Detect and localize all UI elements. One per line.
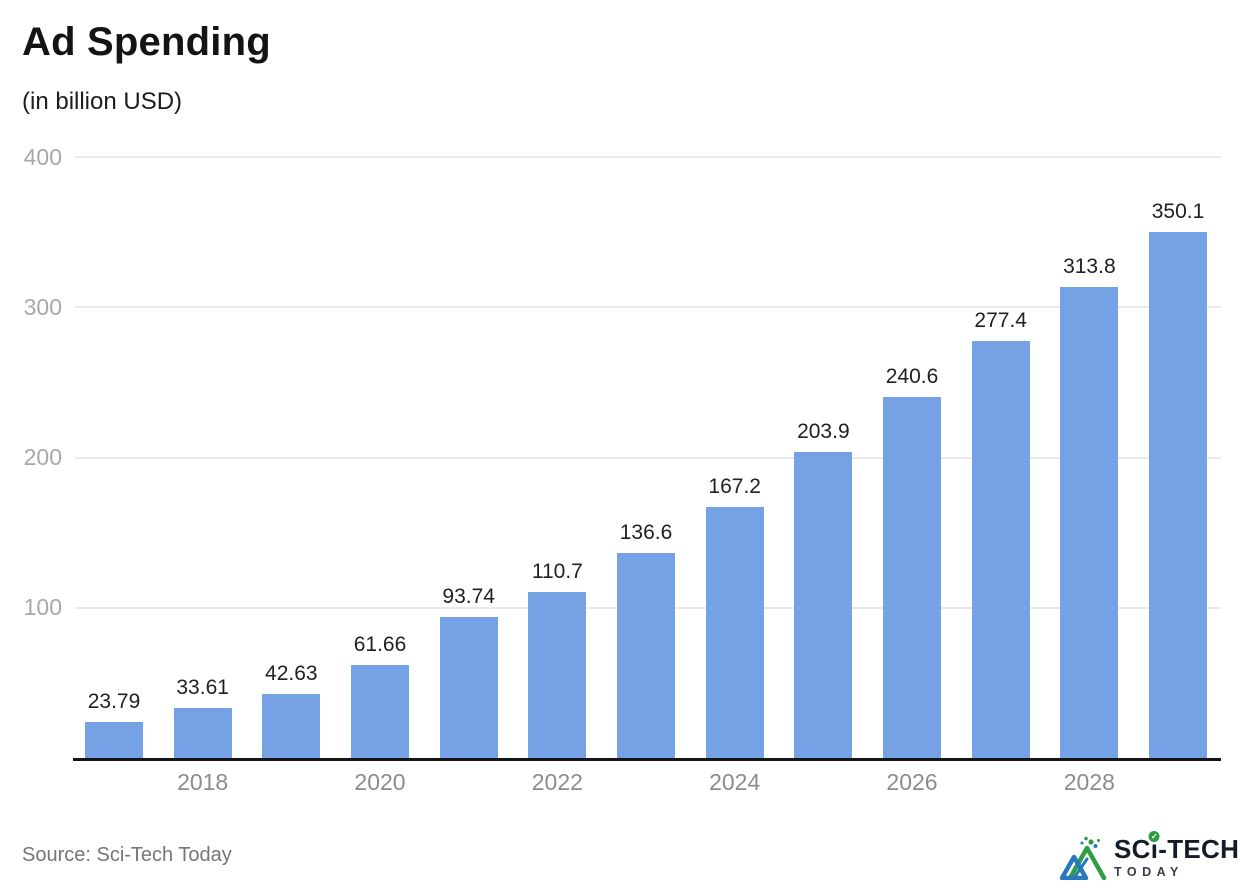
logo-brand-i: i bbox=[1150, 834, 1159, 864]
chart-title: Ad Spending bbox=[22, 20, 271, 64]
mountain-chart-icon bbox=[1060, 836, 1107, 880]
bar-value-label-2024: 167.2 bbox=[708, 474, 761, 498]
logo-tagline: TODAY bbox=[1114, 865, 1184, 879]
y-axis-tick-label-200: 200 bbox=[23, 444, 62, 470]
x-axis-tick-label-2022: 2022 bbox=[531, 769, 583, 795]
bar-value-label-2022: 110.7 bbox=[531, 559, 583, 583]
gridline-200 bbox=[75, 456, 1221, 459]
bar-2019 bbox=[262, 693, 321, 758]
bar-2024 bbox=[705, 506, 764, 758]
chart-subtitle: (in billion USD) bbox=[22, 88, 183, 115]
bar-value-label-2017: 23.79 bbox=[87, 690, 141, 714]
bar-2020 bbox=[351, 665, 409, 758]
bar-2018 bbox=[173, 707, 232, 758]
x-axis-tick-label-2020: 2020 bbox=[354, 769, 406, 795]
bar-2021 bbox=[439, 617, 498, 758]
plot-area: 100 200 300 400 23.79 33.61 42.63 61.66 93.74 110… bbox=[24, 144, 1221, 795]
bar-value-label-2019: 42.63 bbox=[265, 661, 318, 685]
bar-value-label-2021: 93.74 bbox=[442, 585, 495, 609]
bar-2022 bbox=[528, 591, 587, 758]
bar-value-label-2020: 61.66 bbox=[353, 633, 407, 657]
y-axis-tick-label-400: 400 bbox=[23, 143, 62, 170]
logo-brand-prefix: SC bbox=[1114, 834, 1151, 864]
bar-2023 bbox=[617, 552, 676, 758]
bar-2017 bbox=[85, 722, 143, 758]
logo-brand-name: SCi ✓ -TECH bbox=[1114, 831, 1240, 864]
y-axis-tick-label-100: 100 bbox=[23, 594, 62, 621]
source-text: Source: Sci-Tech Today bbox=[22, 844, 232, 866]
bar-value-label-2018: 33.61 bbox=[176, 675, 229, 699]
bar-value-label-2026: 240.6 bbox=[885, 364, 939, 388]
x-axis-tick-label-2024: 2024 bbox=[709, 769, 761, 795]
y-axis-tick-label-300: 300 bbox=[23, 293, 62, 320]
gridline-400 bbox=[75, 156, 1221, 158]
bar-2029 bbox=[1149, 231, 1208, 758]
bar-2028 bbox=[1060, 286, 1119, 758]
bar-2027 bbox=[971, 341, 1030, 758]
bar-2026 bbox=[883, 396, 942, 758]
gridline-300 bbox=[75, 306, 1221, 309]
scitech-logo: SCi ✓ -TECH TODAY bbox=[1060, 831, 1240, 880]
x-axis-tick-label-2018: 2018 bbox=[177, 769, 229, 795]
bar-value-label-2025: 203.9 bbox=[797, 419, 850, 443]
bar-value-label-2028: 313.8 bbox=[1063, 254, 1116, 278]
check-icon: ✓ bbox=[1148, 831, 1160, 842]
bar-value-label-2029: 350.1 bbox=[1151, 199, 1205, 223]
logo-brand-suffix: -TECH bbox=[1158, 834, 1240, 864]
x-axis-tick-label-2026: 2026 bbox=[886, 769, 938, 795]
bar-2025 bbox=[794, 451, 853, 758]
x-axis-tick-label-2028: 2028 bbox=[1063, 769, 1115, 795]
bar-value-label-2027: 277.4 bbox=[974, 309, 1027, 333]
bar-value-label-2023: 136.6 bbox=[619, 520, 673, 544]
